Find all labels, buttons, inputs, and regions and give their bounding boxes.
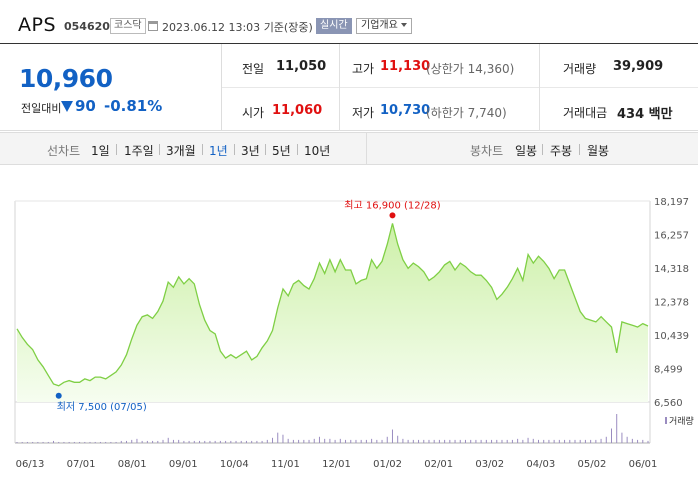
open-cell: 시가 11,060 [242,103,323,120]
x-tick-label: 05/02 [578,459,607,470]
candle-weekly[interactable]: 주봉 [550,144,573,158]
y-tick-label: 14,318 [654,264,689,275]
calendar-icon [148,21,158,31]
change-rate: -0.81% [104,97,163,115]
down-arrow-icon [61,101,73,112]
market-badge: 코스닥 [110,18,146,34]
quote-cells: 전일 11,050 고가 11,130 (상한가 14,360) 거래량 39,… [222,44,698,131]
x-tick-label: 02/01 [424,459,453,470]
stock-header: APS 054620 코스닥 2023.06.12 13:03 기준(장중) 실… [0,0,698,42]
period-1d[interactable]: 1일 [91,144,110,158]
realtime-button[interactable]: 실시간 [316,18,352,34]
x-tick-label: 10/04 [220,459,249,470]
high-marker [389,212,396,219]
divider [366,133,367,164]
row-divider [222,87,698,88]
x-tick-label: 06/13 [16,459,45,470]
y-tick-label: 10,439 [654,331,689,342]
x-tick-label: 06/01 [629,459,658,470]
volume-legend-swatch [665,417,667,424]
y-tick-label: 6,560 [654,398,683,409]
high-cell: 고가 11,130 (상한가 14,360) [352,59,515,76]
high-annotation: 최고 16,900 (12/28) [344,199,440,211]
candle-chart-label: 봉차트 [470,144,504,158]
volume-cell: 거래량 39,909 [563,59,664,76]
separator [297,144,298,155]
period-5y[interactable]: 5년 [272,144,291,158]
period-selector: 선차트 1일 1주일 3개월 1년 3년 5년 10년 봉차트 일봉 주봉 월봉 [0,132,698,165]
separator [579,144,580,155]
period-10y[interactable]: 10년 [304,144,331,158]
x-tick-label: 07/01 [67,459,96,470]
x-tick-label: 03/02 [475,459,504,470]
y-tick-label: 8,499 [654,365,683,376]
y-tick-label: 16,257 [654,231,689,242]
x-tick-label: 11/01 [271,459,300,470]
x-tick-label: 01/02 [373,459,402,470]
price-panel: 10,960 전일대비 90 -0.81% [0,44,222,131]
quote-datetime: 2023.06.12 13:03 기준(장중) [162,21,313,34]
separator [265,144,266,155]
stock-name: APS [18,14,57,36]
col-divider [339,44,340,131]
volume-legend: 거래량 [669,415,694,427]
price-chart: 18,197 16,257 14,318 12,378 10,439 8,499 6,560… [14,197,694,470]
change-value: 90 [75,97,96,115]
amount-cell: 거래대금 434 백만 [563,106,673,122]
y-tick-label: 18,197 [654,197,689,208]
candle-daily[interactable]: 일봉 [515,144,538,158]
y-tick-label: 12,378 [654,298,689,309]
x-tick-label: 08/01 [118,459,147,470]
separator [159,144,160,155]
x-tick-label: 09/01 [169,459,198,470]
x-tick-label: 04/03 [526,459,555,470]
separator [542,144,543,155]
quote-summary: 10,960 전일대비 90 -0.81% 전일 11,050 고가 11,13… [0,43,698,131]
separator [116,144,117,155]
price-chart-area: 18,197 16,257 14,318 12,378 10,439 8,499 6,560… [0,168,698,488]
separator [202,144,203,155]
price-line [16,223,649,387]
x-tick-label: 12/01 [322,459,351,470]
price-area [17,223,648,402]
company-info-dropdown[interactable]: 기업개요 [356,18,412,34]
current-price: 10,960 [19,64,113,93]
separator [234,144,235,155]
line-chart-label: 선차트 [47,144,81,158]
stock-code: 054620 [64,20,110,33]
candle-monthly[interactable]: 월봉 [587,144,610,158]
period-3m[interactable]: 3개월 [166,144,196,158]
change-label: 전일대비 [21,102,62,115]
chevron-down-icon [400,23,407,27]
period-1w[interactable]: 1주일 [124,144,154,158]
low-marker [55,392,62,399]
low-cell: 저가 10,730 (하한가 7,740) [352,103,507,120]
period-1y[interactable]: 1년 [209,144,228,158]
prev-close-cell: 전일 11,050 [242,59,327,76]
low-annotation: 최저 7,500 (07/05) [57,401,147,413]
period-3y[interactable]: 3년 [241,144,260,158]
col-divider [539,44,540,131]
